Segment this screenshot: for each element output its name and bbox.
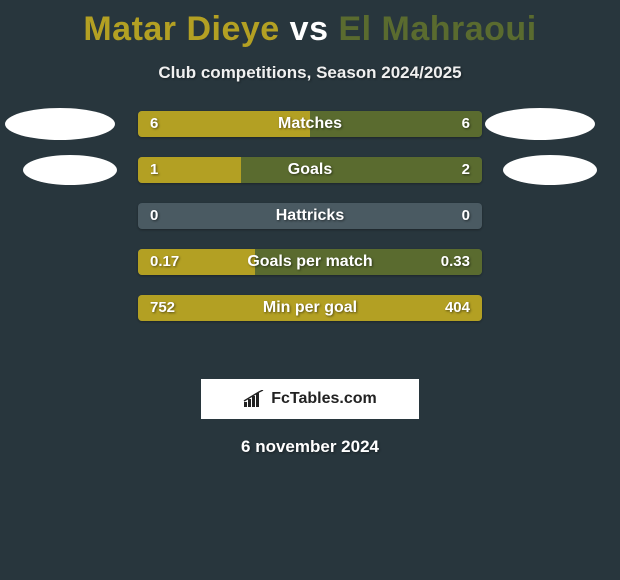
bar-chart-icon bbox=[243, 390, 265, 408]
snapshot-date: 6 november 2024 bbox=[0, 437, 620, 457]
stat-label: Matches bbox=[138, 111, 482, 137]
stat-bar: 00Hattricks bbox=[138, 203, 482, 229]
comparison-title: Matar Dieye vs El Mahraoui bbox=[0, 0, 620, 49]
stats-stage: 66Matches 12Goals 00Hattricks 0.170.33Goals… bbox=[0, 111, 620, 361]
brand-badge: FcTables.com bbox=[201, 379, 419, 419]
stat-label: Goals bbox=[138, 157, 482, 183]
stat-bar: 0.170.33Goals per match bbox=[138, 249, 482, 275]
player-right-ellipse bbox=[485, 108, 595, 140]
comparison-subtitle: Club competitions, Season 2024/2025 bbox=[0, 63, 620, 83]
stat-bar: 12Goals bbox=[138, 157, 482, 183]
title-player-left: Matar Dieye bbox=[83, 10, 279, 48]
player-right-ellipse bbox=[503, 155, 597, 185]
stat-bar: 66Matches bbox=[138, 111, 482, 137]
title-vs: vs bbox=[290, 10, 329, 48]
stat-label: Hattricks bbox=[138, 203, 482, 229]
stat-label: Goals per match bbox=[138, 249, 482, 275]
stat-label: Min per goal bbox=[138, 295, 482, 321]
player-left-ellipse bbox=[23, 155, 117, 185]
brand-text: FcTables.com bbox=[271, 390, 377, 408]
title-player-right: El Mahraoui bbox=[338, 10, 536, 48]
stat-bar: 752404Min per goal bbox=[138, 295, 482, 321]
player-left-ellipse bbox=[5, 108, 115, 140]
stat-bars-container: 66Matches 12Goals 00Hattricks 0.170.33Goals… bbox=[138, 111, 482, 341]
